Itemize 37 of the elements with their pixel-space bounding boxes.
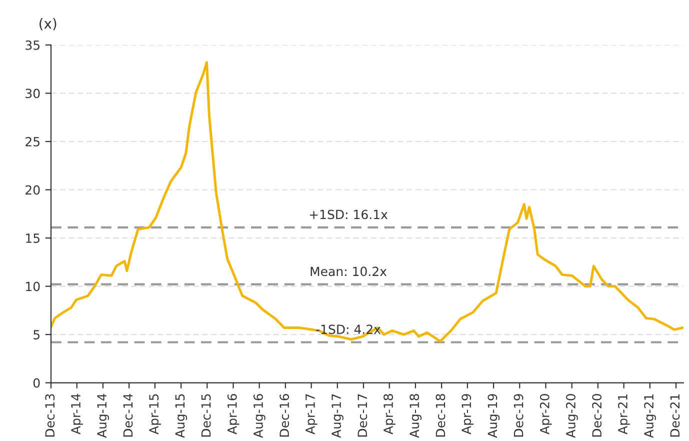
- x-tick-label: Apr-20: [540, 394, 552, 434]
- x-tick-label: Aug-14: [97, 394, 110, 438]
- y-tick-label: 5: [34, 330, 40, 340]
- x-tick-label: Aug-21: [644, 394, 656, 438]
- x-tick-label: Aug-15: [175, 394, 188, 438]
- x-tick-label: Aug-16: [253, 394, 266, 438]
- ref-line-label: +1SD: 16.1x: [310, 210, 388, 220]
- x-tick-label: Dec-18: [436, 394, 446, 437]
- x-tick-label: Aug-17: [332, 394, 344, 438]
- x-tick-label: Apr-14: [71, 394, 83, 434]
- x-tick-label: Apr-19: [462, 394, 474, 434]
- x-tick-label: Apr-21: [618, 394, 630, 434]
- x-tick-label: Dec-19: [514, 394, 524, 437]
- x-tick-label: Apr-16: [227, 394, 240, 434]
- line-series: [50, 61, 684, 343]
- y-tick-label: 20: [26, 185, 40, 195]
- x-tick-label: Dec-21: [670, 394, 680, 437]
- x-tick-label: Apr-18: [384, 394, 396, 434]
- ref-line-label: Mean: 10.2x: [310, 266, 387, 276]
- x-tick-label: Dec-14: [123, 394, 133, 437]
- x-tick-label: Dec-20: [592, 394, 602, 437]
- x-tick-label: Aug-18: [410, 394, 422, 438]
- y-axis-title: (x): [40, 18, 56, 30]
- y-tick-label: 0: [33, 378, 40, 388]
- x-tick-label: Aug-19: [488, 394, 500, 438]
- x-tick-label: Apr-17: [306, 394, 318, 434]
- y-tick-label: 35: [26, 40, 40, 50]
- x-tick-label: Aug-20: [566, 394, 578, 438]
- y-tick-label: 25: [26, 136, 40, 146]
- x-tick-label: Apr-15: [149, 394, 161, 434]
- x-tick-label: Dec-15: [201, 394, 211, 437]
- x-tick-label: Dec-16: [280, 394, 290, 437]
- y-tick-label: 10: [26, 282, 40, 292]
- x-tick-label: Dec-17: [358, 394, 368, 437]
- y-tick-label: 30: [26, 88, 40, 98]
- x-tick-label: Dec-13: [45, 394, 55, 437]
- y-tick-label: 15: [26, 234, 40, 243]
